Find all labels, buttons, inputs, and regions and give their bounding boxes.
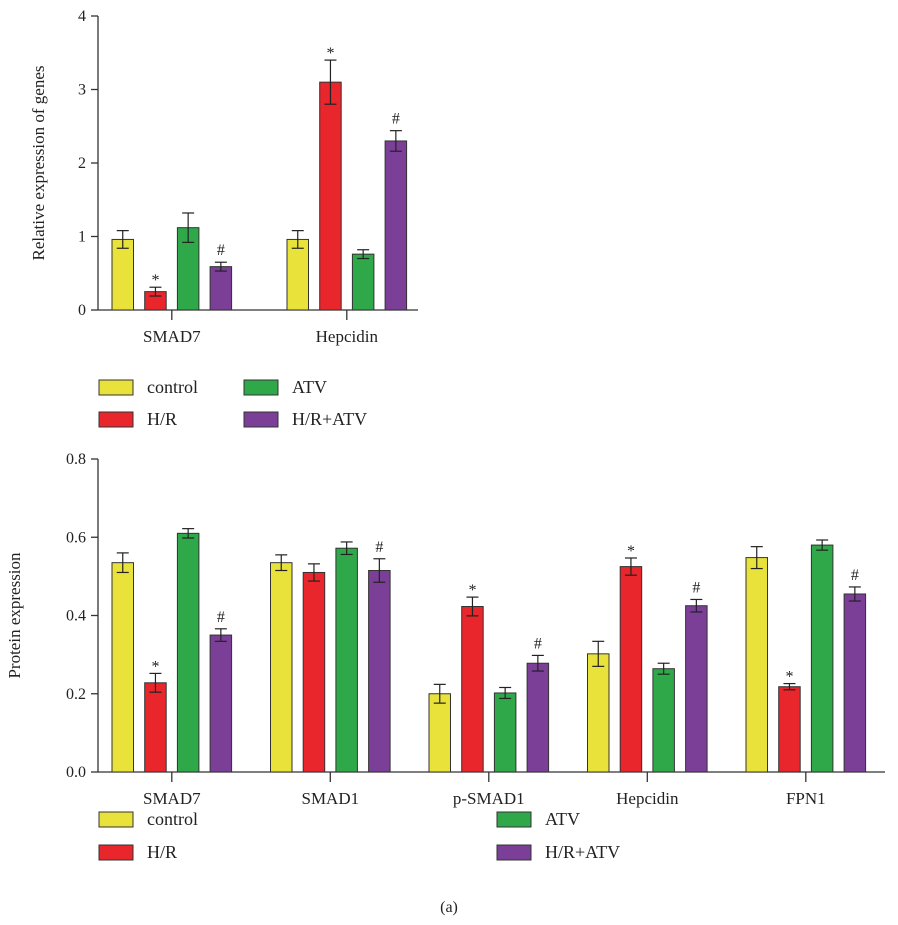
legend-swatch: [98, 844, 134, 861]
y-tick-label: 1: [78, 229, 86, 246]
bar: [461, 606, 484, 773]
significance-mark: #: [375, 539, 383, 556]
significance-mark: *: [468, 582, 476, 599]
gene-expression-chart: 0 1 2 3 4 Relative expression of genes SMAD7 * #…: [29, 8, 418, 346]
legend-label: H/R+ATV: [545, 842, 620, 862]
bar: [209, 266, 233, 311]
significance-mark: #: [217, 242, 225, 259]
x-category-label: SMAD1: [301, 789, 359, 808]
bar: [526, 662, 550, 773]
significance-mark: #: [692, 579, 700, 596]
bar: [368, 570, 391, 773]
legend-label: ATV: [292, 377, 327, 397]
y-axis-label: Protein expression: [5, 552, 24, 679]
bar: [778, 686, 801, 773]
x-category-label: Hepcidin: [316, 327, 379, 346]
y-tick-label: 0.2: [66, 686, 86, 703]
bar: [619, 566, 643, 773]
bar: [209, 634, 233, 773]
protein-expression-chart: 0.0 0.2 0.4 0.6 0.8 Protein expression SMAD7 * #…: [5, 451, 885, 808]
bar: [351, 253, 375, 311]
significance-mark: #: [851, 567, 859, 584]
legend-label: control: [147, 377, 198, 397]
bar: [652, 668, 675, 773]
x-category-label: SMAD7: [143, 789, 201, 808]
bar: [319, 81, 342, 311]
legend-label: ATV: [545, 809, 580, 829]
bar: [587, 653, 610, 773]
gene-chart-legend: control H/R ATV H/R+ATV: [98, 377, 367, 429]
legend-label: H/R+ATV: [292, 409, 367, 429]
protein-chart-legend: control H/R ATV H/R+ATV: [98, 809, 620, 862]
bar: [745, 557, 768, 773]
x-category-label: p-SMAD1: [453, 789, 525, 808]
y-tick-label: 3: [78, 82, 86, 99]
significance-mark: *: [785, 669, 793, 686]
bar: [111, 238, 134, 311]
x-category-label: SMAD7: [143, 327, 201, 346]
y-tick-label: 0.6: [66, 529, 86, 546]
legend-label: H/R: [147, 409, 177, 429]
significance-mark: #: [534, 635, 542, 652]
bar: [286, 238, 309, 311]
legend-swatch: [243, 411, 279, 428]
x-category-label: Hepcidin: [616, 789, 679, 808]
y-axis-label: Relative expression of genes: [29, 66, 48, 261]
significance-mark: #: [217, 609, 225, 626]
bar: [685, 605, 708, 773]
bar: [111, 562, 134, 773]
bar: [144, 682, 167, 773]
y-tick-label: 0: [78, 302, 86, 319]
legend-swatch: [98, 811, 134, 828]
significance-mark: *: [326, 45, 334, 62]
legend-swatch: [496, 811, 532, 828]
y-tick-label: 0.0: [66, 764, 86, 781]
significance-mark: *: [151, 658, 159, 675]
y-tick-label: 0.8: [66, 451, 86, 468]
y-tick-label: 4: [78, 8, 86, 25]
significance-mark: *: [151, 272, 159, 289]
bar: [176, 532, 200, 773]
legend-swatch: [496, 844, 532, 861]
bar: [843, 593, 867, 773]
bar: [428, 693, 451, 773]
bar: [493, 692, 517, 773]
significance-mark: #: [392, 111, 400, 128]
legend-swatch: [98, 411, 134, 428]
x-category-label: FPN1: [786, 789, 826, 808]
legend-label: control: [147, 809, 198, 829]
bar: [335, 547, 358, 773]
legend-label: H/R: [147, 842, 177, 862]
legend-swatch: [243, 379, 279, 396]
bar: [302, 571, 326, 773]
bar: [270, 562, 293, 773]
figure-caption: (a): [440, 899, 458, 916]
significance-mark: *: [627, 543, 635, 560]
y-tick-label: 0.4: [66, 608, 86, 625]
y-tick-label: 2: [78, 155, 86, 172]
legend-swatch: [98, 379, 134, 396]
bar: [810, 544, 834, 773]
bar: [384, 140, 408, 311]
